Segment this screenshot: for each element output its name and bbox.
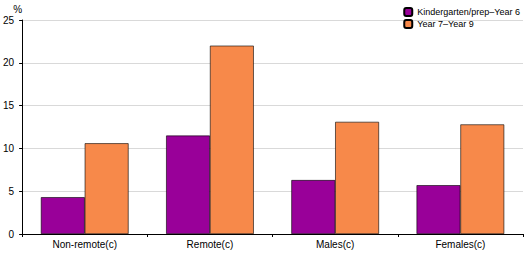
- svg-text:15: 15: [3, 100, 15, 111]
- svg-text:Remote(c): Remote(c): [187, 239, 234, 250]
- svg-text:Year 7–Year 9: Year 7–Year 9: [417, 19, 473, 29]
- svg-text:5: 5: [9, 186, 15, 197]
- svg-text:20: 20: [3, 57, 15, 68]
- svg-text:10: 10: [3, 143, 15, 154]
- svg-text:25: 25: [3, 15, 15, 26]
- svg-text:0: 0: [9, 229, 15, 240]
- svg-text:Females(c): Females(c): [435, 239, 485, 250]
- svg-text:Non-remote(c): Non-remote(c): [52, 239, 116, 250]
- svg-text:Kindergarten/prep–Year 6: Kindergarten/prep–Year 6: [417, 7, 520, 17]
- svg-text:%: %: [13, 4, 22, 15]
- svg-text:Males(c): Males(c): [316, 239, 354, 250]
